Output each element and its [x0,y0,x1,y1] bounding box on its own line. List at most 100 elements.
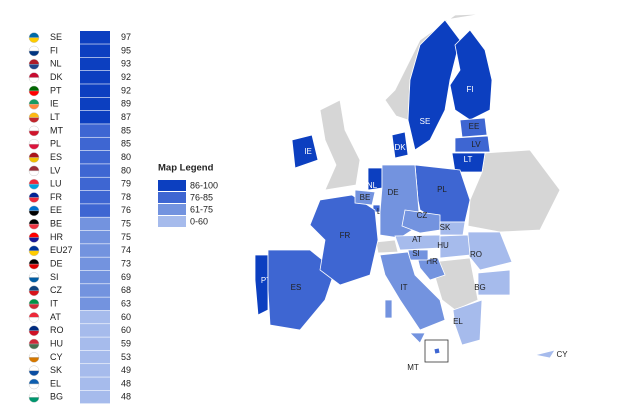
value-cell [80,190,110,204]
value-cell [80,310,110,324]
map-label: NL [367,181,378,190]
ranking-list: SE 97 FI 95 NL 93 DK 92 PT 92 IE 89 LT 87 MT 85 PL 85 ES 80… [28,31,131,404]
country-region [459,117,488,138]
map-label: LT [464,155,473,164]
country-code: SE [50,32,62,42]
map-label: BG [474,283,486,292]
flag [28,144,40,150]
value-label: 74 [121,245,131,255]
legend-label: 61-75 [190,204,213,214]
map-label: SE [420,117,431,126]
country-region [291,134,319,169]
flag [28,77,40,83]
map-label: ES [291,283,302,292]
value-label: 48 [121,378,131,388]
flag [28,263,40,270]
flag [28,130,40,137]
map-label: CY [556,350,568,359]
country-code: BE [50,219,62,229]
value-label: 92 [121,85,131,95]
value-label: 60 [121,325,131,335]
country-code: EU27 [50,245,73,255]
country-code: PT [50,85,62,95]
country-code: ES [50,152,62,162]
value-cell [80,230,110,244]
flag [28,272,40,278]
value-cell [80,377,110,391]
map-label: SI [412,249,420,258]
value-label: 53 [121,352,131,362]
country-code: MT [50,125,63,135]
country-code: NL [50,59,62,69]
value-cell [80,44,110,58]
flag [28,259,40,265]
flag [28,277,40,283]
value-cell [80,297,110,311]
value-label: 73 [121,259,131,269]
value-cell [80,137,110,151]
map-label: MT [407,363,419,372]
value-cell [80,257,110,271]
country-region [534,349,556,359]
map-label: DE [387,188,398,197]
country-region [254,254,269,316]
flag [28,250,40,256]
value-label: 75 [121,232,131,242]
flag [28,285,40,291]
country-region [409,332,426,344]
flag [28,237,40,243]
value-cell [80,337,110,351]
flag [28,303,40,310]
value-label: 48 [121,392,131,402]
flag [28,397,40,403]
flag [28,85,40,92]
country-code: AT [50,312,61,322]
flag [28,192,40,198]
flag [28,50,40,57]
map-label: PT [261,276,271,285]
country-region [401,209,441,234]
flag [28,298,40,305]
country-code: HR [50,232,63,242]
country-region [439,221,466,236]
country-code: PL [50,139,61,149]
value-label: 95 [121,45,131,55]
country-code: IT [50,298,59,308]
map: SEFINLDKPTIELTMTPLESLVLUFREEBEHRDESICZIT… [254,19,568,372]
map-label: IT [400,283,407,292]
map-label: RO [470,250,482,259]
country-code: EE [50,205,62,215]
country-region [451,152,486,173]
map-label: BE [360,193,371,202]
map-label: IE [304,147,312,156]
country-code: CY [50,352,63,362]
flag [28,357,40,363]
country-region [384,299,393,319]
legend-swatch [158,180,186,191]
value-label: 92 [121,72,131,82]
flag [28,183,40,190]
country-code: FI [50,45,58,55]
flag [28,370,40,376]
flag [28,59,40,65]
flag [28,290,40,296]
value-cell [80,57,110,71]
country-region [477,269,511,296]
legend: 86-100 76-85 61-75 0-60 [158,180,218,227]
map-label: HR [426,257,438,266]
flag [28,72,40,78]
flag [28,170,40,176]
switzerland [375,239,399,254]
flag [28,219,40,225]
country-code: LU [50,179,62,189]
value-label: 59 [121,338,131,348]
country-code: FR [50,192,62,202]
map-label: SK [440,223,451,232]
value-cell [80,84,110,98]
country-code: LV [50,165,60,175]
flag [28,232,40,238]
legend-swatch [158,192,186,203]
flag [28,64,40,70]
country-code: LT [50,112,60,122]
map-label: FI [466,85,473,94]
